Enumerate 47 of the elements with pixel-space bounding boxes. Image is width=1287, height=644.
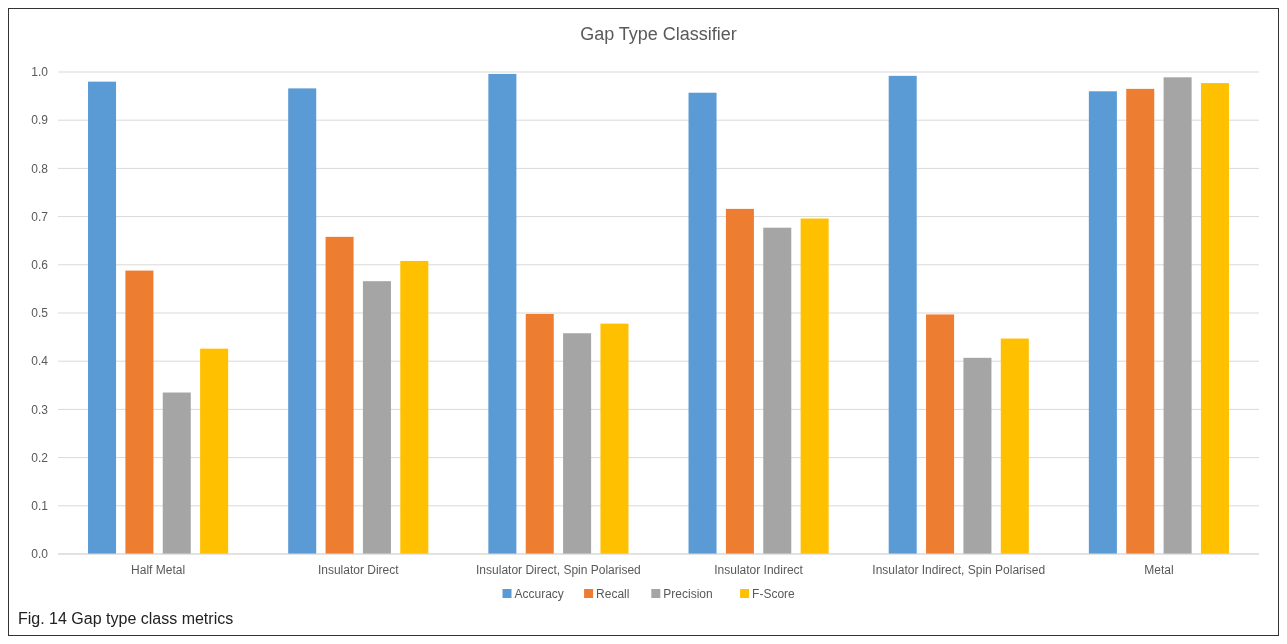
bar [288,88,317,554]
y-tick-label: 0.5 [31,306,49,321]
caption: Fig. 14 Gap type class metrics [18,610,234,627]
y-tick-label: 0.3 [31,402,49,417]
bar [362,281,391,554]
bar [525,313,554,554]
legend-label: Accuracy [514,587,564,601]
chart-title: Gap Type Classifier [580,24,737,44]
y-tick-label: 0.2 [31,450,49,465]
bar [563,333,592,554]
x-tick-label: Metal [1144,563,1174,577]
bar [800,218,829,554]
bar [162,392,191,554]
bar [963,357,992,554]
bar [926,314,955,554]
bar [1200,83,1229,554]
y-tick-label: 0.0 [31,547,49,562]
bar [763,227,792,554]
x-tick-label: Insulator Indirect [714,563,804,577]
y-tick-label: 0.9 [31,113,49,128]
bar [200,348,229,554]
bar [400,260,429,554]
y-tick-label: 0.4 [31,354,49,369]
bar [125,270,154,554]
bar [600,323,629,554]
x-tick-label: Insulator Indirect, Spin Polarised [872,563,1046,577]
bar [688,92,717,554]
y-tick-label: 0.7 [31,209,49,224]
legend-label: F-Score [752,587,796,601]
bar [325,236,354,554]
x-tick-label: Insulator Direct [317,563,400,577]
y-tick-label: 0.1 [31,499,49,513]
y-tick-label: 0.6 [31,258,49,272]
legend-label: Precision [663,587,713,601]
x-tick-label: Insulator Direct, Spin Polarised [476,563,641,577]
y-tick-label: 0.8 [31,161,49,176]
bar [1163,77,1192,554]
bar [888,75,917,554]
bar [725,208,754,554]
x-tick-label: Half Metal [131,563,186,577]
legend-label: Recall [596,587,630,601]
bar [1000,338,1029,554]
bar [88,81,117,554]
bar [488,73,517,554]
bar [1088,91,1117,554]
bar [1126,88,1155,554]
y-tick-label: 1.0 [31,65,49,80]
